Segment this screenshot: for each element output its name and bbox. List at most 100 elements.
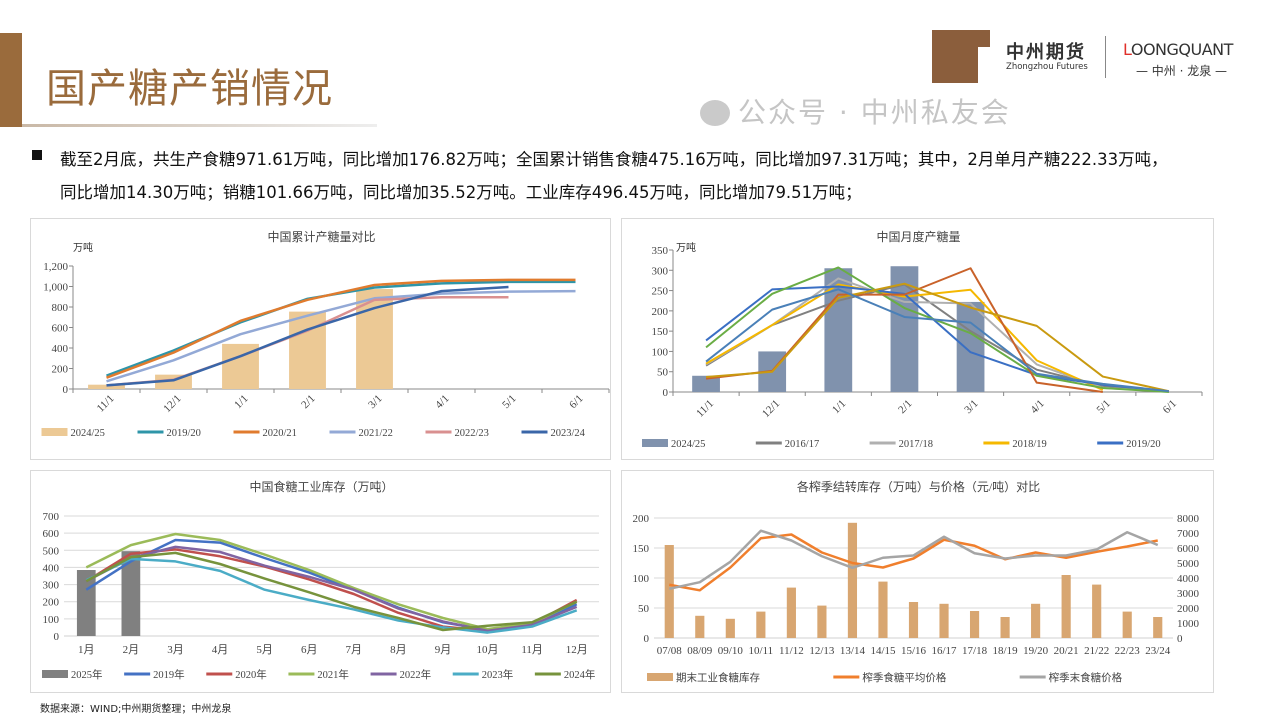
y-tick-label: 50 — [638, 603, 650, 615]
bar — [939, 603, 949, 638]
chart-industrial-inventory: 中国食糖工业库存（万吨） 0 100 200 300 400 500 600 700 1月 2月 3月… — [30, 470, 611, 693]
zhongzhou-logo-icon — [932, 30, 990, 83]
x-tick-label: 09/10 — [718, 645, 744, 657]
legend-label: 2023/24 — [551, 428, 586, 439]
bar — [1153, 617, 1163, 638]
x-tick-label: 12/1 — [760, 398, 782, 420]
y-axis-unit: 万吨 — [676, 241, 696, 254]
legend-label: 2019/20 — [167, 428, 201, 439]
series-line — [669, 533, 1158, 592]
bar — [969, 611, 980, 638]
x-tick-label: 5月 — [256, 644, 273, 656]
x-tick-label: 10/11 — [749, 645, 774, 657]
y-tick-label: 0 — [663, 387, 669, 399]
legend-label: 2018/19 — [1012, 439, 1046, 450]
x-tick-label: 15/16 — [901, 645, 927, 657]
x-tick-label: 13/14 — [840, 645, 866, 657]
series-line — [85, 545, 578, 633]
legend-label: 2024/25 — [71, 428, 105, 439]
loongquant-logo: LOONGQUANT — [1123, 40, 1233, 59]
legend-label: 2025年 — [71, 668, 103, 681]
bar — [1092, 584, 1102, 638]
chart-title: 中国月度产糖量 — [876, 229, 960, 244]
x-tick-label: 6月 — [301, 644, 318, 656]
bar — [847, 522, 858, 638]
bar — [692, 375, 720, 392]
bar — [121, 551, 141, 636]
y-tick-label: 300 — [652, 265, 669, 277]
y-tick-label: 150 — [652, 326, 669, 338]
bar — [695, 615, 705, 638]
x-tick-label: 5/1 — [1095, 398, 1113, 416]
legend-swatch — [42, 670, 68, 678]
x-tick-label: 18/19 — [993, 645, 1019, 657]
bar — [664, 545, 674, 638]
bar — [88, 384, 125, 389]
series-line — [106, 278, 576, 379]
series-line — [705, 283, 1104, 391]
legend-label: 2020年 — [235, 668, 266, 681]
bar — [1031, 603, 1041, 638]
y-tick-label: 100 — [652, 346, 669, 358]
y-tick-label: 100 — [43, 614, 60, 626]
x-tick-label: 23/24 — [1145, 645, 1171, 657]
series-line — [85, 557, 578, 634]
legend-label: 榨季食糖平均价格 — [862, 671, 946, 684]
x-tick-label: 07/08 — [657, 645, 683, 657]
x-tick-label: 2/1 — [299, 393, 317, 411]
wechat-icon — [700, 100, 730, 126]
x-tick-label: 5/1 — [500, 393, 518, 411]
logo-en: Zhongzhou Futures — [1006, 62, 1088, 72]
series-line — [85, 532, 578, 631]
chart-title: 中国食糖工业库存（万吨） — [249, 479, 393, 494]
y-tick-label: 100 — [633, 573, 650, 585]
x-tick-label: 14/15 — [870, 645, 896, 657]
x-tick-label: 1/1 — [830, 398, 848, 416]
x-tick-label: 16/17 — [931, 645, 957, 657]
y2-tick-label: 6000 — [1177, 543, 1200, 555]
bullet-icon — [32, 150, 42, 160]
y-tick-label: 600 — [43, 528, 60, 540]
y-tick-label: 150 — [633, 543, 650, 555]
legend-label: 2023年 — [482, 668, 514, 681]
x-tick-label: 20/21 — [1054, 645, 1079, 657]
chart-monthly-production: 中国月度产糖量 万吨 0 50 100 150 200 250 300 350 11/1 12/1 1/… — [621, 218, 1214, 460]
x-tick-label: 8月 — [390, 644, 407, 656]
x-tick-label: 11/1 — [694, 398, 716, 420]
x-tick-label: 6/1 — [567, 393, 585, 411]
y2-tick-label: 8000 — [1177, 513, 1200, 525]
legend-label: 2024/25 — [671, 439, 705, 450]
x-tick-label: 21/22 — [1084, 645, 1109, 657]
x-tick-label: 11/1 — [95, 393, 117, 415]
chart-title: 中国累计产糖量对比 — [267, 229, 375, 244]
y-tick-label: 0 — [63, 384, 69, 396]
y-tick-label: 200 — [43, 597, 60, 609]
bar — [1122, 611, 1132, 638]
y-tick-label: 300 — [43, 580, 60, 592]
data-source: 数据来源：WIND;中州期货整理；中州龙泉 — [40, 704, 232, 715]
bar — [1061, 575, 1071, 638]
logo-divider — [1105, 36, 1106, 78]
x-tick-label: 2月 — [123, 644, 140, 656]
logo-cn: 中州期货 — [1006, 42, 1086, 63]
series-line — [85, 551, 578, 632]
x-tick-label: 4月 — [212, 644, 229, 656]
legend-swatch — [642, 439, 668, 447]
legend-label: 2019年 — [153, 668, 185, 681]
y-tick-label: 0 — [644, 633, 650, 645]
y-tick-label: 700 — [43, 511, 60, 523]
legend-label: 2020/21 — [263, 428, 297, 439]
title-underline — [22, 124, 377, 127]
y-axis-unit: 万吨 — [73, 241, 93, 254]
x-tick-label: 11/12 — [779, 645, 804, 657]
legend-label: 2022年 — [400, 668, 432, 681]
legend-label: 2016/17 — [785, 439, 819, 450]
x-tick-label: 11月 — [521, 644, 543, 656]
bar — [725, 618, 735, 638]
y-tick-label: 500 — [43, 545, 60, 557]
series-line — [106, 280, 576, 377]
y-tick-label: 400 — [52, 343, 69, 355]
y-tick-label: 50 — [657, 367, 669, 379]
x-tick-label: 12/1 — [161, 393, 183, 415]
y-tick-label: 200 — [633, 513, 650, 525]
